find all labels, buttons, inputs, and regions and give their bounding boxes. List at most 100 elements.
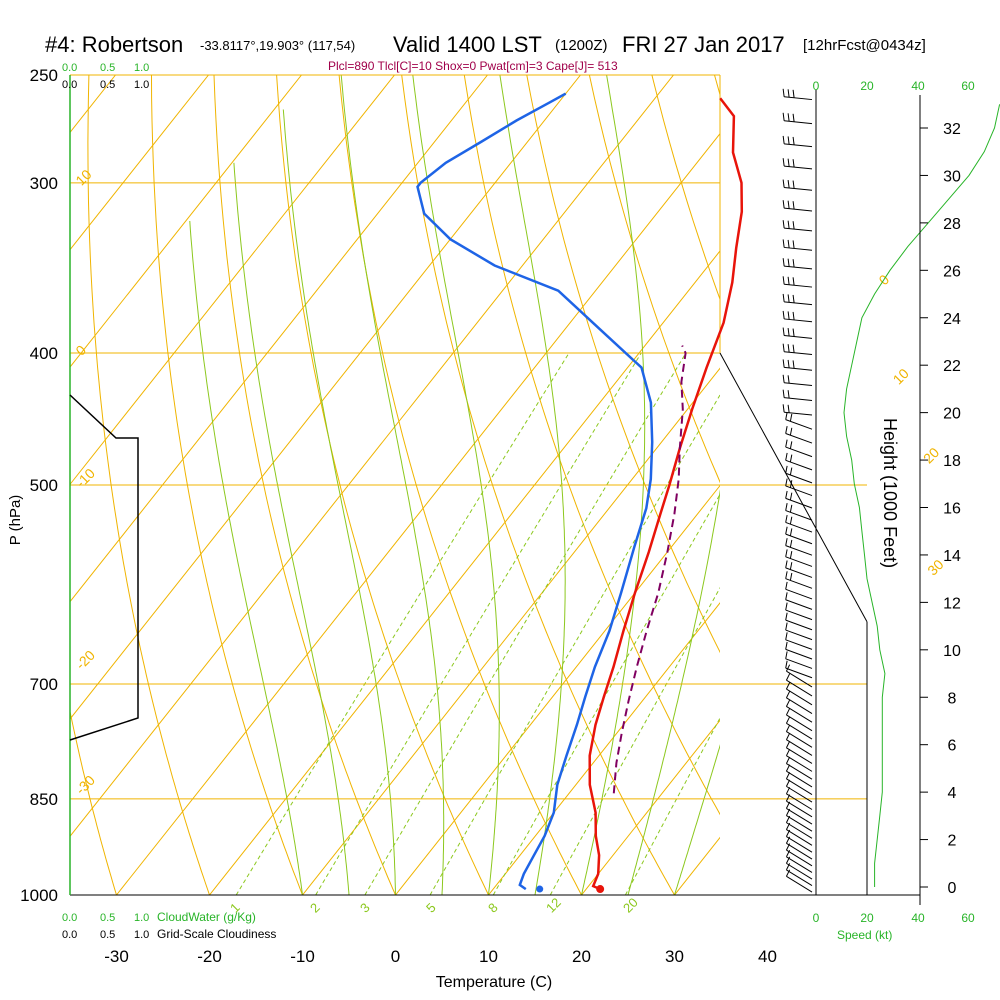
wind-barb [786, 829, 813, 846]
wind-barb [785, 609, 813, 621]
pressure-tick-label: 400 [30, 344, 58, 363]
wind-barb-flag [785, 526, 788, 535]
mixing-ratio-label: 3 [357, 900, 373, 916]
wind-barb-flag [789, 528, 793, 536]
wind-barb [786, 722, 813, 740]
wind-barb-flag [787, 294, 790, 303]
stability-indices: Plcl=890 Tlcl[C]=10 Shox=0 Pwat[cm]=3 Ca… [328, 59, 618, 73]
cloudwater-label: CloudWater (g/Kg) [157, 910, 256, 924]
wind-barb [785, 599, 813, 610]
temperature-profile [588, 97, 744, 891]
cloudiness-scale-label: 0.0 [62, 79, 77, 91]
mixing-ratio-label: 5 [423, 900, 439, 916]
wind-barb [785, 433, 813, 444]
wind-barb-flag [792, 221, 795, 230]
wind-barb-flag [785, 602, 788, 611]
wind-barb-flag [789, 413, 793, 422]
temperature-tick-label: 10 [479, 947, 498, 966]
height-tick-label: 6 [948, 738, 957, 755]
cloudwater-scale-label: 0.0 [62, 62, 77, 74]
moist-adiabat-line [499, 75, 566, 895]
wind-barb [784, 301, 813, 306]
height-tick-label: 0 [948, 880, 957, 897]
dry-adiabat-line [338, 75, 583, 895]
wind-barb [785, 497, 813, 509]
wind-barb [786, 822, 813, 839]
dry-adiabat-line [151, 75, 304, 895]
height-tick-label: 22 [943, 358, 961, 375]
temperature-tick-label: 40 [758, 947, 777, 966]
wind-barb-flag [787, 113, 790, 122]
wind-barb-flag [785, 756, 791, 764]
wind-barb-flag [789, 516, 793, 525]
wind-barb [786, 800, 813, 818]
dry-adiabat-line [955, 51, 1000, 924]
parcel-path [612, 345, 687, 794]
wind-barb [786, 731, 813, 748]
isotherm-label: 10 [72, 166, 94, 188]
dry-adiabat-line [463, 75, 720, 816]
wind-barb [784, 283, 813, 288]
wind-barb-flag [792, 240, 795, 249]
wind-barb-flag [789, 562, 793, 570]
wind-barb [786, 670, 813, 688]
temperature-tick-label: -30 [104, 947, 129, 966]
wind-barb-flag [789, 441, 793, 449]
wind-barb-flag [785, 682, 791, 690]
cloudiness-scale-label: 0.5 [100, 79, 115, 91]
wind-barb-flag [782, 310, 785, 320]
wind-barb-flag [782, 112, 785, 121]
wind-barb-flag [789, 480, 793, 488]
cloudwater-scale-label: 0.5 [100, 62, 115, 74]
wind-barb-flag [785, 478, 788, 487]
wind-barb [786, 770, 813, 788]
mixing-ratio-line [429, 394, 720, 895]
speed-tick-label: 60 [961, 79, 975, 93]
forecast-run: [12hrFcst@0434z] [803, 37, 926, 54]
wind-barb-flag [782, 374, 785, 383]
temperature-tick-label: 30 [665, 947, 684, 966]
wind-barb-flag [789, 454, 793, 463]
isotherm-label: -30 [72, 772, 98, 798]
valid-time: Valid 1400 LST [393, 32, 542, 57]
dry-adiabat-line [0, 51, 31, 924]
wind-barb [785, 648, 813, 660]
wind-barb-flag [792, 159, 795, 168]
wind-barb [786, 875, 813, 893]
wind-barb-flag [782, 276, 785, 285]
moist-adiabat-line [189, 220, 303, 895]
wind-barb-flag [785, 699, 791, 707]
wind-barb [786, 807, 813, 825]
mixing-ratio-line [624, 717, 720, 895]
wind-barb [784, 265, 813, 270]
height-tick-label: 26 [943, 263, 961, 280]
height-tick-label: 20 [943, 406, 961, 423]
wind-barb-flag [787, 258, 790, 267]
wind-barb-flag [787, 311, 790, 320]
wind-barb-flag [787, 158, 790, 167]
wind-barb-flag [785, 571, 788, 579]
wind-barb [784, 411, 813, 416]
zulu-time: (1200Z) [555, 37, 608, 54]
wind-barb-flag [785, 452, 788, 461]
wind-barb [785, 485, 813, 497]
wind-barb-flag [785, 465, 788, 474]
wind-barb-flag [787, 328, 790, 337]
mixing-ratio-line [364, 352, 687, 895]
wind-barb-flag [785, 716, 791, 724]
isotherm-line [70, 75, 395, 486]
wind-barb-flag [782, 135, 785, 144]
speed-tick-label: 0 [813, 911, 820, 925]
wind-barb [786, 862, 813, 880]
wind-barb [784, 366, 813, 371]
height-tick-label: 10 [943, 643, 961, 660]
wind-barb-flag [785, 708, 791, 716]
height-tick-label: 14 [943, 548, 961, 565]
profiles [416, 92, 744, 894]
wind-barb-flag [785, 641, 788, 650]
wind-barb-flag [787, 136, 790, 145]
isotherm-label: 20 [920, 444, 942, 466]
y-axis-title: P (hPa) [7, 495, 24, 546]
